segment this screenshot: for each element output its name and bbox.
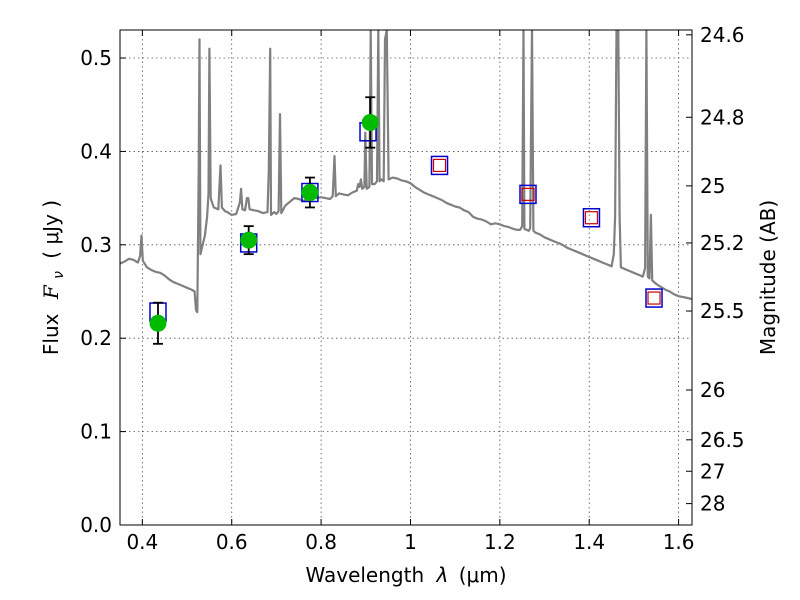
grid-lines [120,30,692,526]
model-square-blue [430,155,449,176]
y-axis-label: Flux F ν ( μJy ) [39,200,68,355]
plot-frame [119,29,693,526]
y-tick-label: 0.5 [80,46,112,70]
y-tick-label: 0.0 [80,513,112,537]
model-square-blue [519,184,537,205]
y2-tick-label: 26.5 [700,428,745,452]
y2-tick-label: 25.2 [700,231,745,255]
observed-point [149,314,167,332]
y2-tick-label: 24.8 [700,105,745,129]
y-tick-label: 0.3 [80,233,112,257]
observed-points [149,96,379,345]
axis-ticks: 0.4 0.6 0.8 1 1.2 1.4 1.6 0.0 0.1 0.2 0.3 0.4 0.5 24.… [80,23,744,554]
y2-axis-label: Magnitude (AB) [756,200,780,355]
y-tick-label: 0.1 [80,420,112,444]
observed-point [240,231,258,249]
x-tick-label: 0.6 [216,530,248,554]
model-square-red [584,211,599,225]
y2-tick-label: 24.6 [700,23,745,47]
model-square-red [521,187,535,201]
y2-tick-label: 25 [700,174,725,198]
model-square-red [432,158,447,173]
x-axis-label: Wavelength λ (μm) [305,563,506,587]
model-square-red [647,291,661,305]
model-spectrum [120,30,692,314]
x-tick-label: 0.8 [305,530,337,554]
x-tick-label: 1.4 [573,530,605,554]
x-tick-label: 1.2 [484,530,516,554]
y-tick-label: 0.2 [80,326,112,350]
model-square-blue [582,207,601,228]
y2-tick-label: 25.5 [700,299,745,323]
observed-point [301,184,319,202]
y-tick-label: 0.4 [80,139,112,163]
x-tick-label: 1 [404,530,417,554]
y2-tick-label: 27 [700,459,725,483]
y2-tick-label: 26 [700,378,725,402]
observed-point [361,113,379,131]
x-tick-label: 1.6 [663,530,695,554]
x-tick-label: 0.4 [126,530,158,554]
spectrum-line [120,30,692,314]
y2-tick-label: 28 [700,492,725,516]
model-red-squares [432,158,661,305]
model-square-blue [645,288,663,308]
